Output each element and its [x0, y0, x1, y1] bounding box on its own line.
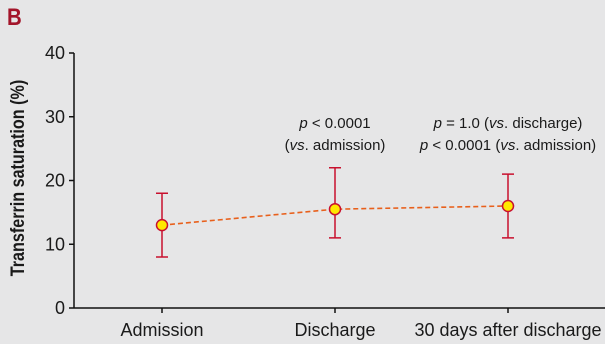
- x-tick-label: 30 days after discharge: [414, 320, 601, 340]
- panel-label: B: [7, 4, 22, 31]
- data-point: [328, 202, 342, 216]
- annotation-run: . admission): [515, 137, 596, 154]
- annotation-run: (: [285, 137, 290, 154]
- annotation-text: p < 0.0001: [298, 115, 370, 132]
- annotation-text: p < 0.0001 (vs. admission): [419, 137, 596, 154]
- chart-annotations: p < 0.0001(vs. admission)p = 1.0 (vs. di…: [285, 115, 597, 154]
- x-tick-label: Admission: [120, 320, 203, 340]
- y-axis-label: Transferrin saturation (%): [7, 80, 29, 276]
- chart-marks: [155, 167, 515, 258]
- annotation-run: = 1.0 (: [442, 115, 489, 132]
- annotation-run: vs: [290, 137, 306, 154]
- annotation-run: p: [298, 115, 307, 132]
- data-point: [501, 199, 515, 213]
- annotation-run: < 0.0001: [308, 115, 371, 132]
- annotation-text: (vs. admission): [285, 137, 386, 154]
- y-tick-label: 0: [55, 298, 65, 318]
- annotation-run: vs: [500, 137, 516, 154]
- y-tick-label: 30: [45, 107, 65, 127]
- y-tick-label: 10: [45, 234, 65, 254]
- x-tick-label: Discharge: [294, 320, 375, 340]
- annotation-run: . discharge): [504, 115, 582, 132]
- chart-axes: 0 10 20 30 40 Admission Discharge 30 days after…: [45, 43, 605, 340]
- annotation-run: p: [433, 115, 442, 132]
- y-tick-label: 40: [45, 43, 65, 63]
- data-point: [155, 218, 169, 232]
- annotation-run: < 0.0001 (: [428, 137, 500, 154]
- annotation-run: . admission): [305, 137, 386, 154]
- annotation-text: p = 1.0 (vs. discharge): [433, 115, 583, 132]
- annotation-run: p: [419, 137, 428, 154]
- series-line: [161, 205, 509, 226]
- annotation-run: vs: [489, 115, 505, 132]
- y-tick-label: 20: [45, 171, 65, 191]
